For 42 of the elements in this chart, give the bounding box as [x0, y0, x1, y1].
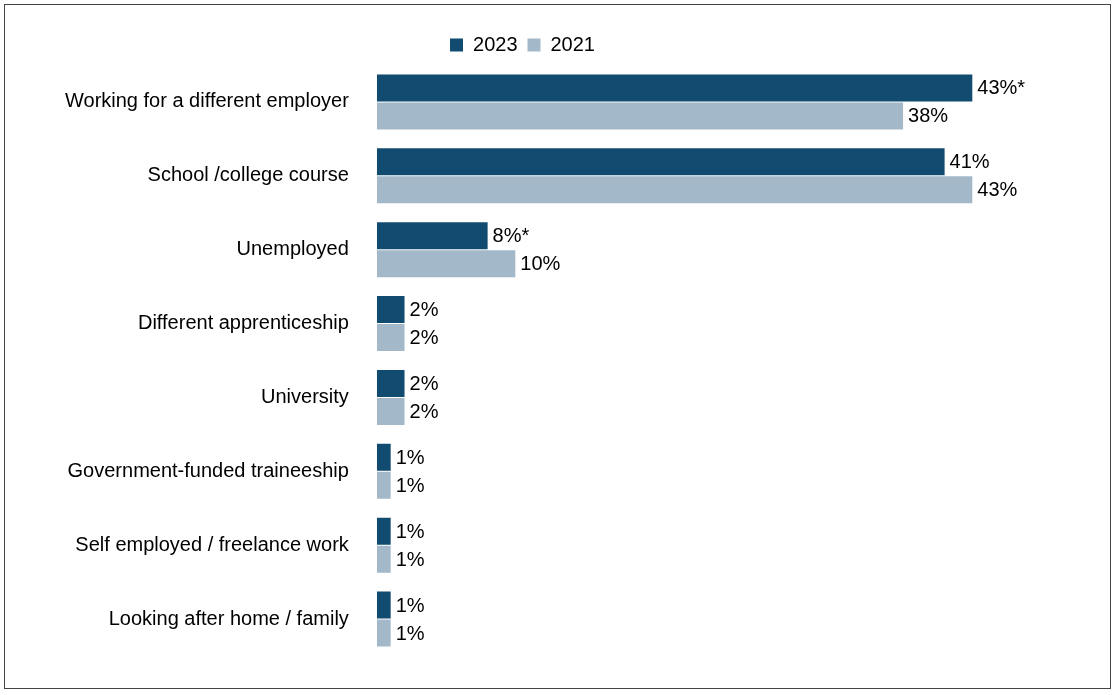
bar	[376, 176, 973, 204]
data-label: 43%	[977, 178, 1018, 201]
bar	[376, 324, 405, 352]
data-label: 38%	[908, 104, 949, 127]
bar	[376, 102, 904, 130]
data-label: 2%	[409, 399, 439, 422]
legend-label: 2023	[473, 32, 518, 55]
data-label: 10%	[520, 252, 561, 275]
bar	[376, 74, 973, 102]
y-tick-label: Working for a different employer	[64, 89, 350, 112]
bar	[376, 443, 391, 471]
data-label: 8%*	[492, 224, 530, 247]
bar	[376, 296, 405, 323]
data-label: 2%	[409, 298, 439, 321]
bar	[376, 398, 405, 425]
data-label: 1%	[395, 473, 425, 496]
legend-label: 2021	[550, 32, 595, 55]
bar	[376, 250, 516, 278]
bar	[376, 517, 391, 545]
bar	[376, 222, 488, 250]
y-tick-label: Government-funded traineeship	[67, 458, 349, 481]
data-label: 41%	[949, 150, 990, 173]
bar	[376, 471, 391, 499]
y-tick-label: Unemployed	[236, 237, 349, 260]
data-label: 1%	[395, 519, 425, 542]
data-label: 1%	[395, 547, 425, 570]
data-label: 2%	[409, 371, 439, 394]
y-tick-label: Different apprenticeship	[137, 311, 349, 334]
data-label: 43%*	[977, 76, 1026, 99]
y-tick-label: University	[261, 384, 349, 407]
data-label: 1%	[395, 621, 425, 644]
y-tick-label: Looking after home / family	[108, 606, 349, 629]
bar	[376, 148, 945, 176]
bar	[376, 619, 391, 647]
bar	[376, 591, 391, 619]
y-tick-label: School /college course	[147, 163, 349, 186]
bar	[376, 545, 391, 573]
y-tick-label: Self employed / freelance work	[75, 532, 350, 555]
data-label: 2%	[409, 326, 439, 349]
bar	[376, 369, 405, 397]
data-label: 1%	[395, 445, 425, 468]
data-label: 1%	[395, 593, 425, 616]
